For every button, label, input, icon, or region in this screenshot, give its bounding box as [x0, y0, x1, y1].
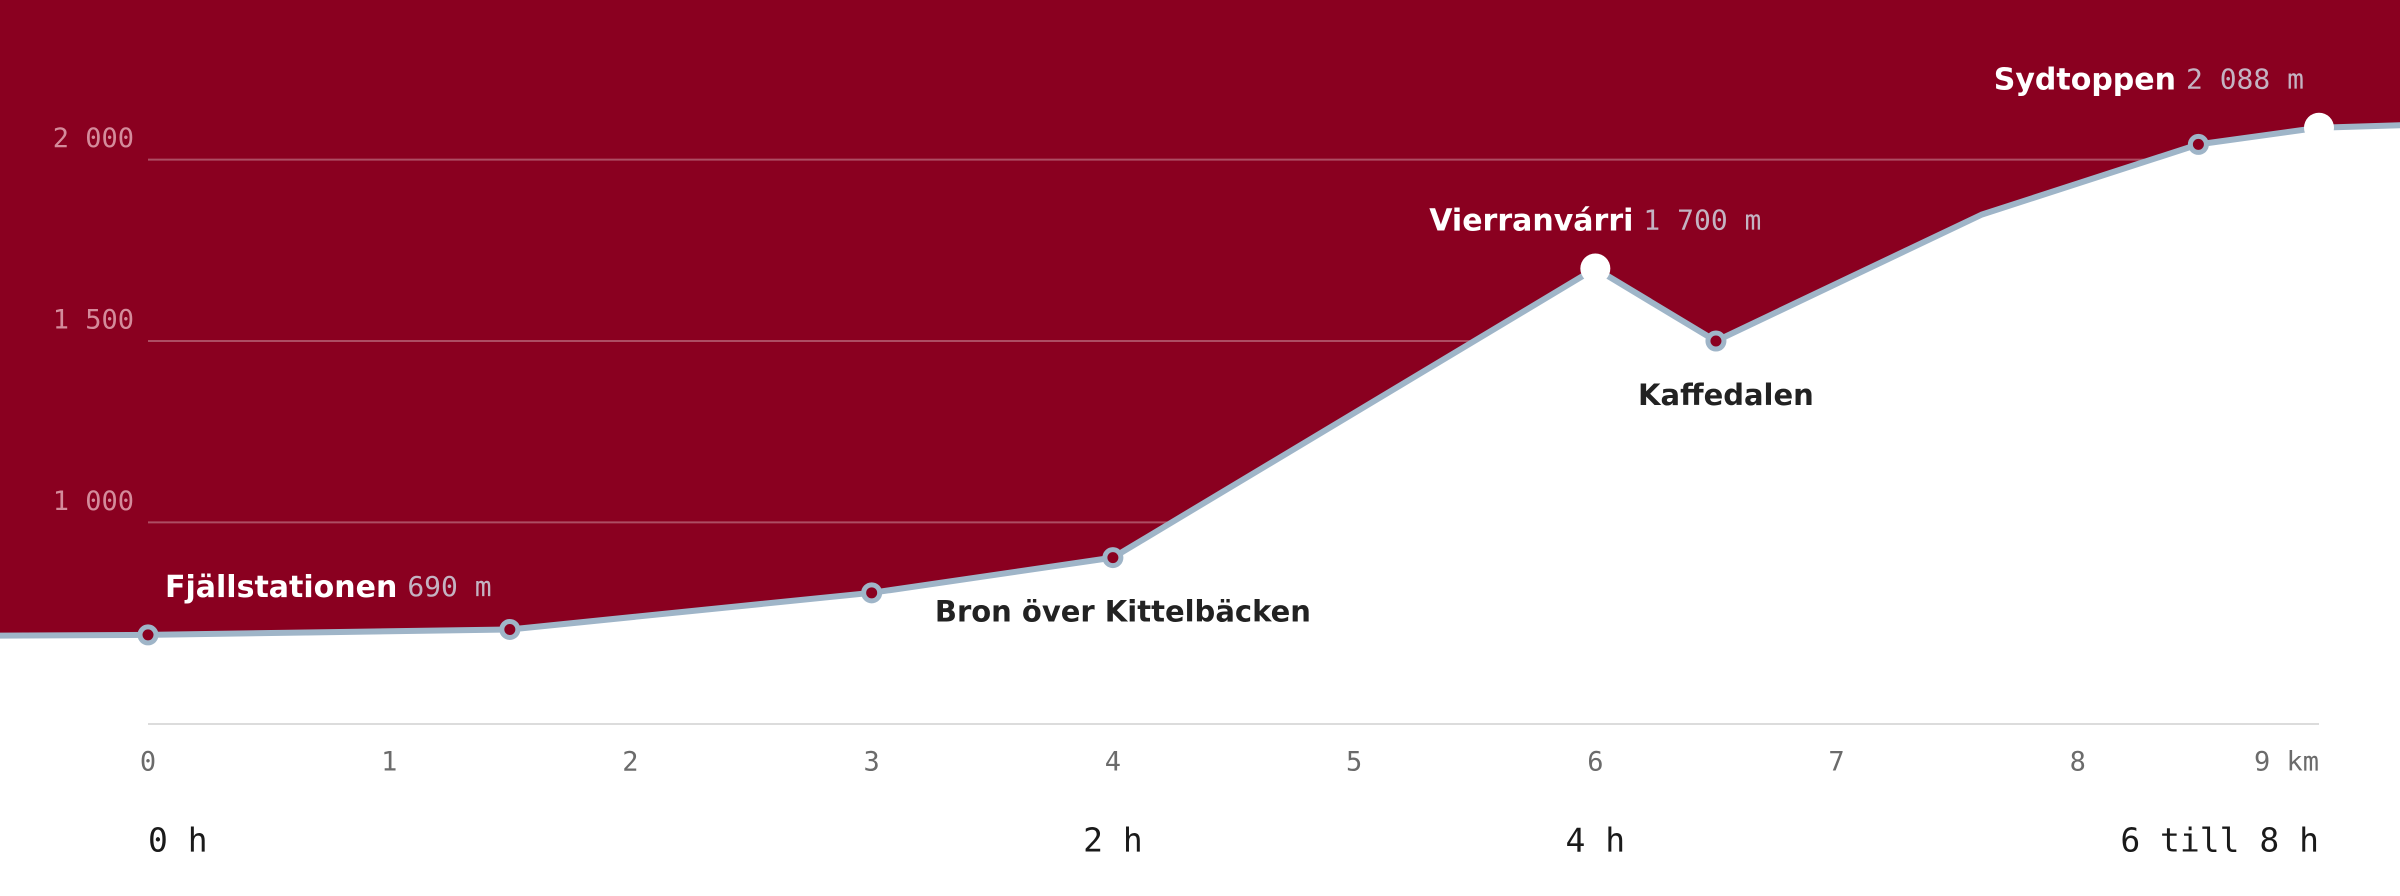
time-label: 4 h	[1566, 821, 1626, 860]
y-tick-label: 2 000	[53, 123, 134, 154]
point-name: Vierranvárri	[1429, 203, 1633, 238]
point-name: Sydtoppen	[1994, 62, 2176, 97]
time-label: 2 h	[1083, 821, 1143, 860]
point-label: Vierranvárri 1 700 m	[1429, 203, 1761, 238]
x-tick-label: 6	[1587, 747, 1603, 778]
elevation-label: 1 700 m	[1643, 203, 1761, 236]
x-tick-label: 3	[864, 747, 880, 778]
sky-area	[0, 0, 2400, 636]
point-name: Bron över Kittelbäcken	[935, 595, 1311, 629]
point-label: Sydtoppen 2 088 m	[1994, 62, 2304, 97]
x-tick-label: 5	[1346, 747, 1362, 778]
x-tick-label: 7	[1828, 747, 1844, 778]
point-marker	[137, 624, 159, 646]
x-tick-label: 1	[381, 747, 397, 778]
y-tick-label: 1 500	[53, 305, 134, 336]
point-marker	[2187, 133, 2209, 155]
time-label: 6 till 8 h	[2120, 821, 2319, 860]
x-tick-label: 4	[1105, 747, 1121, 778]
point-name: Kaffedalen	[1638, 378, 1814, 412]
elevation-label: 2 088 m	[2186, 63, 2304, 96]
peak-marker	[1580, 253, 1611, 284]
elevation-label: 690 m	[407, 570, 491, 603]
x-tick-label: 8	[2070, 747, 2086, 778]
time-label: 0 h	[148, 821, 208, 860]
point-marker	[861, 582, 883, 604]
point-label: Fjällstationen 690 m	[165, 569, 492, 604]
x-tick-label: 2	[622, 747, 638, 778]
point-marker	[499, 618, 521, 640]
point-name: Fjällstationen	[165, 569, 397, 604]
x-tick-label: 9 km	[2254, 747, 2319, 778]
peak-marker	[2304, 112, 2334, 143]
y-tick-label: 1 000	[53, 486, 134, 517]
x-tick-label: 0	[140, 747, 156, 778]
point-marker	[1102, 547, 1124, 569]
point-marker	[1705, 330, 1727, 352]
